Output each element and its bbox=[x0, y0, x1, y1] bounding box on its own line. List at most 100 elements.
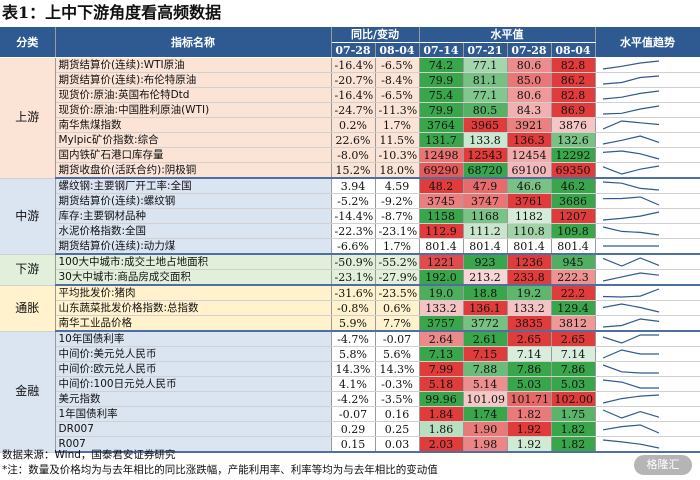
sparkline bbox=[602, 135, 659, 145]
level-value: 233.8 bbox=[507, 269, 552, 286]
level-value: 3757 bbox=[419, 315, 464, 332]
table-row: 上游 期货结算价(连续):WTI原油 -16.4% -6.5% 74.2 77.1 80.6… bbox=[0, 57, 700, 179]
trend-sparkline bbox=[595, 162, 700, 179]
level-value: 801.4 bbox=[463, 238, 508, 255]
yoy-value: 0.25 bbox=[375, 421, 420, 437]
level-value: 109.8 bbox=[551, 223, 596, 239]
level-value: 2.64 bbox=[419, 331, 464, 347]
table-row: 美元指数 -4.2% -3.5% 99.96 101.09 101.71 102.00 bbox=[0, 391, 700, 407]
level-value: 923 bbox=[463, 254, 508, 270]
header-yoy-date: 07-28 bbox=[331, 42, 376, 58]
table-title: 表1：上中下游角度看高频数据 bbox=[2, 3, 222, 22]
header-level-date: 07-14 bbox=[419, 42, 464, 58]
level-value: 85.0 bbox=[507, 72, 552, 88]
yoy-value: 15.2% bbox=[331, 162, 376, 179]
sparkline-line bbox=[602, 349, 659, 359]
sparkline bbox=[602, 245, 659, 247]
table-row: 中游 螺纹钢:主要钢厂开工率:全国 3.94 4.59 48.2 47.9 46.6 46.2 bbox=[0, 178, 700, 255]
high-frequency-table: 分类 指标名称 同比/变动 水平值 水平值趋势 07-28 08-04 07-1… bbox=[0, 27, 700, 453]
level-value: 3745 bbox=[419, 193, 464, 209]
level-value: 99.96 bbox=[419, 391, 464, 407]
level-value: 1.82 bbox=[551, 421, 596, 437]
level-value: 1158 bbox=[419, 208, 464, 224]
level-value: 1.82 bbox=[551, 436, 596, 453]
yoy-value: 0.29 bbox=[331, 421, 376, 437]
sparkline bbox=[602, 196, 659, 206]
table-row: 南华焦煤指数 0.2% 1.7% 3764 3965 3921 3876 bbox=[0, 117, 700, 133]
sparkline bbox=[602, 379, 659, 389]
header-yoy: 同比/变动 bbox=[331, 27, 420, 43]
yoy-value: 0.15 bbox=[331, 436, 376, 453]
level-value: 7.86 bbox=[507, 361, 552, 377]
level-value: 1236 bbox=[507, 254, 552, 270]
table-row: Mylpic矿价指数:综合 22.6% 11.5% 131.7 133.8 136.3 13… bbox=[0, 132, 700, 148]
trend-sparkline bbox=[595, 223, 700, 239]
yoy-value: -4.7% bbox=[331, 331, 376, 347]
yoy-value: -5.2% bbox=[331, 193, 376, 209]
yoy-value: -0.07 bbox=[375, 331, 420, 347]
yoy-value: 1.7% bbox=[375, 117, 420, 133]
yoy-value: 4.1% bbox=[331, 376, 376, 392]
level-value: 7.13 bbox=[419, 346, 464, 362]
yoy-value: -8.7% bbox=[375, 208, 420, 224]
header-trend: 水平值趋势 bbox=[595, 27, 700, 58]
yoy-value: -16.4% bbox=[331, 57, 376, 73]
sparkline-line bbox=[602, 196, 659, 206]
table-row: 中间价:100日元兑人民币 4.1% -0.3% 5.18 5.14 5.03 5.03 bbox=[0, 376, 700, 392]
trend-sparkline bbox=[595, 102, 700, 118]
table-row: 期货结算价(连续):动力煤 -6.6% 1.7% 801.4 801.4 801.4 801… bbox=[0, 238, 700, 255]
level-value: 1.92 bbox=[507, 421, 552, 437]
level-value: 82.8 bbox=[551, 87, 596, 103]
yoy-value: 7.7% bbox=[375, 315, 420, 332]
level-value: 69350 bbox=[551, 162, 596, 179]
level-value: 84.3 bbox=[507, 102, 552, 118]
level-value: 19.0 bbox=[419, 285, 464, 301]
level-value: 79.9 bbox=[419, 102, 464, 118]
level-value: 5.18 bbox=[419, 376, 464, 392]
sparkline-line bbox=[602, 105, 659, 115]
sparkline-line bbox=[602, 165, 659, 175]
footnote-note: *注：数量及价格均为与去年相比的同比涨跌幅，产能利用率、利率等均为与去年相比的变… bbox=[2, 464, 438, 476]
sparkline bbox=[602, 409, 659, 419]
table-row: 中间价:欧元兑人民币 14.3% 14.3% 7.99 7.88 7.86 7.86 bbox=[0, 361, 700, 377]
level-value: 1.75 bbox=[551, 406, 596, 422]
level-value: 129.4 bbox=[551, 300, 596, 316]
trend-sparkline bbox=[595, 269, 700, 286]
sparkline-line bbox=[602, 318, 659, 328]
indicator-name: 1年国债利率 bbox=[55, 406, 332, 422]
yoy-value: -8.0% bbox=[331, 147, 376, 163]
sparkline bbox=[602, 211, 659, 221]
level-value: 3835 bbox=[507, 315, 552, 332]
sparkline bbox=[602, 150, 659, 160]
level-value: 5.03 bbox=[551, 376, 596, 392]
level-value: 222.3 bbox=[551, 269, 596, 286]
level-value: 3686 bbox=[551, 193, 596, 209]
indicator-name: 现货价:原油:英国布伦特Dtd bbox=[55, 87, 332, 103]
level-value: 80.5 bbox=[463, 102, 508, 118]
level-value: 46.6 bbox=[507, 178, 552, 194]
indicator-name: 南华工业品价格 bbox=[55, 315, 332, 332]
level-value: 7.86 bbox=[551, 361, 596, 377]
level-value: 2.61 bbox=[463, 331, 508, 347]
sparkline bbox=[602, 334, 659, 344]
table-row: 1年国债利率 -0.07 0.16 1.84 1.74 1.82 1.75 bbox=[0, 406, 700, 422]
level-value: 801.4 bbox=[419, 238, 464, 255]
sparkline bbox=[602, 105, 659, 115]
table-row: 下游 100大中城市:成交土地占地面积 -50.9% -55.2% 1221 923 123… bbox=[0, 254, 700, 286]
yoy-value: 22.6% bbox=[331, 132, 376, 148]
level-value: 801.4 bbox=[551, 238, 596, 255]
level-value: 102.00 bbox=[551, 391, 596, 407]
sparkline-line bbox=[602, 60, 659, 70]
sparkline-line bbox=[602, 424, 659, 434]
sparkline-line bbox=[602, 303, 659, 313]
sparkline-line bbox=[602, 181, 659, 191]
sparkline bbox=[602, 288, 659, 298]
level-value: 3965 bbox=[463, 117, 508, 133]
indicator-name: 平均批发价:猪肉 bbox=[55, 285, 332, 301]
sparkline-line bbox=[602, 334, 659, 344]
level-value: 86.9 bbox=[551, 102, 596, 118]
indicator-name: 国内铁矿石港口库存量 bbox=[55, 147, 332, 163]
yoy-value: -20.7% bbox=[331, 72, 376, 88]
indicator-name: 中间价:欧元兑人民币 bbox=[55, 361, 332, 377]
level-value: 19.2 bbox=[507, 285, 552, 301]
